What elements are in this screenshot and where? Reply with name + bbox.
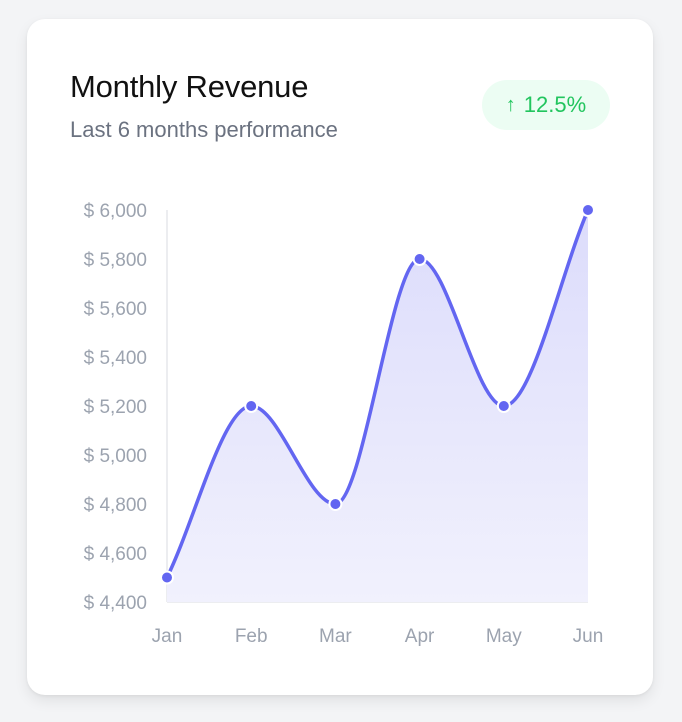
x-tick-label: Mar: [319, 626, 352, 647]
x-tick-label: Feb: [235, 626, 268, 647]
x-tick-label: Jan: [152, 626, 183, 647]
y-axis: $ 4,400 $ 4,600 $ 4,800 $ 5,000 $ 5,200 $ 5,4…: [84, 201, 168, 614]
data-point[interactable]: [328, 497, 343, 511]
growth-badge: ↑ 12.5%: [482, 80, 610, 130]
y-tick-label: $ 6,000: [84, 201, 147, 222]
y-tick-label: $ 5,600: [84, 299, 147, 320]
arrow-up-icon: ↑: [505, 93, 516, 116]
x-tick-label: Apr: [405, 626, 435, 647]
y-tick-label: $ 5,000: [84, 446, 147, 467]
data-point[interactable]: [244, 399, 259, 413]
y-tick-label: $ 5,200: [84, 397, 147, 418]
y-tick-label: $ 4,400: [84, 593, 147, 614]
revenue-line: [165, 208, 590, 580]
x-tick-label: Jun: [573, 626, 604, 647]
y-tick-label: $ 4,600: [84, 544, 147, 565]
revenue-area: [167, 210, 588, 602]
data-point[interactable]: [581, 203, 595, 217]
x-axis: Jan Feb Mar Apr May Jun: [152, 601, 604, 647]
x-tick-label: May: [486, 626, 522, 647]
growth-badge-value: 12.5%: [523, 92, 587, 117]
y-tick-label: $ 5,800: [84, 250, 147, 271]
y-tick-label: $ 5,400: [84, 348, 147, 369]
data-point[interactable]: [160, 570, 174, 585]
data-point[interactable]: [412, 252, 427, 266]
data-point[interactable]: [496, 399, 511, 413]
card-subtitle: Last 6 months performance: [70, 117, 338, 142]
data-points: [160, 203, 595, 585]
card-title: Monthly Revenue: [70, 69, 309, 104]
y-tick-label: $ 4,800: [84, 495, 147, 516]
